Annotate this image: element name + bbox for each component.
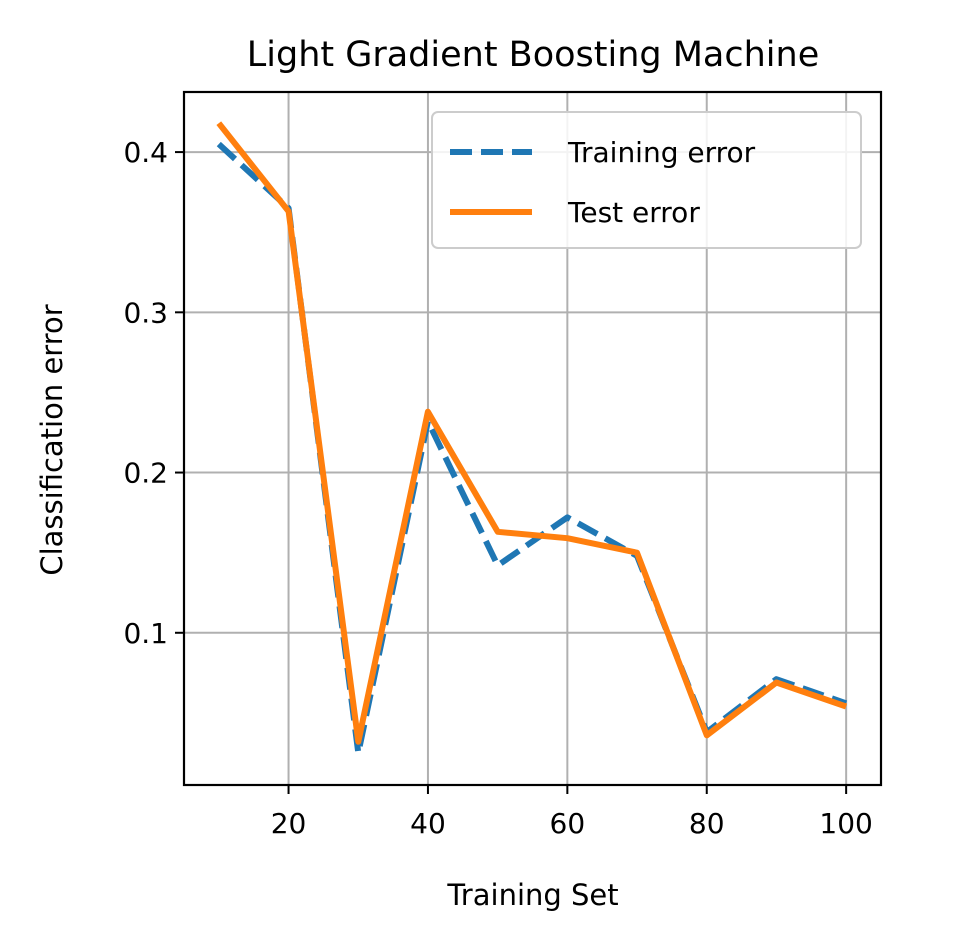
- y-tick-label: 0.2: [123, 457, 168, 490]
- y-tick-label: 0.3: [123, 296, 168, 329]
- x-tick-label: 20: [271, 807, 307, 840]
- x-tick-label: 100: [819, 807, 872, 840]
- x-axis-label: Training Set: [446, 878, 618, 912]
- legend: Training error Test error: [431, 111, 862, 249]
- y-axis-ticks: 0.1 0.2 0.3 0.4: [123, 136, 184, 650]
- legend-label-1: Training error: [567, 136, 756, 169]
- x-tick-label: 80: [689, 807, 725, 840]
- plot-frame: [182, 90, 883, 787]
- series-line-2: [216, 121, 848, 745]
- chart-title: Light Gradient Boosting Machine: [247, 35, 820, 75]
- x-tick-label: 60: [550, 807, 586, 840]
- legend-box: [431, 111, 862, 249]
- y-tick-label: 0.1: [123, 617, 168, 650]
- y-axis-label: Classification error: [35, 304, 69, 575]
- series-layer: [216, 121, 848, 756]
- legend-label-2: Test error: [567, 196, 700, 229]
- x-tick-label: 40: [410, 807, 446, 840]
- x-axis-ticks: 20 40 60 80 100: [271, 785, 873, 840]
- y-tick-label: 0.4: [123, 136, 168, 169]
